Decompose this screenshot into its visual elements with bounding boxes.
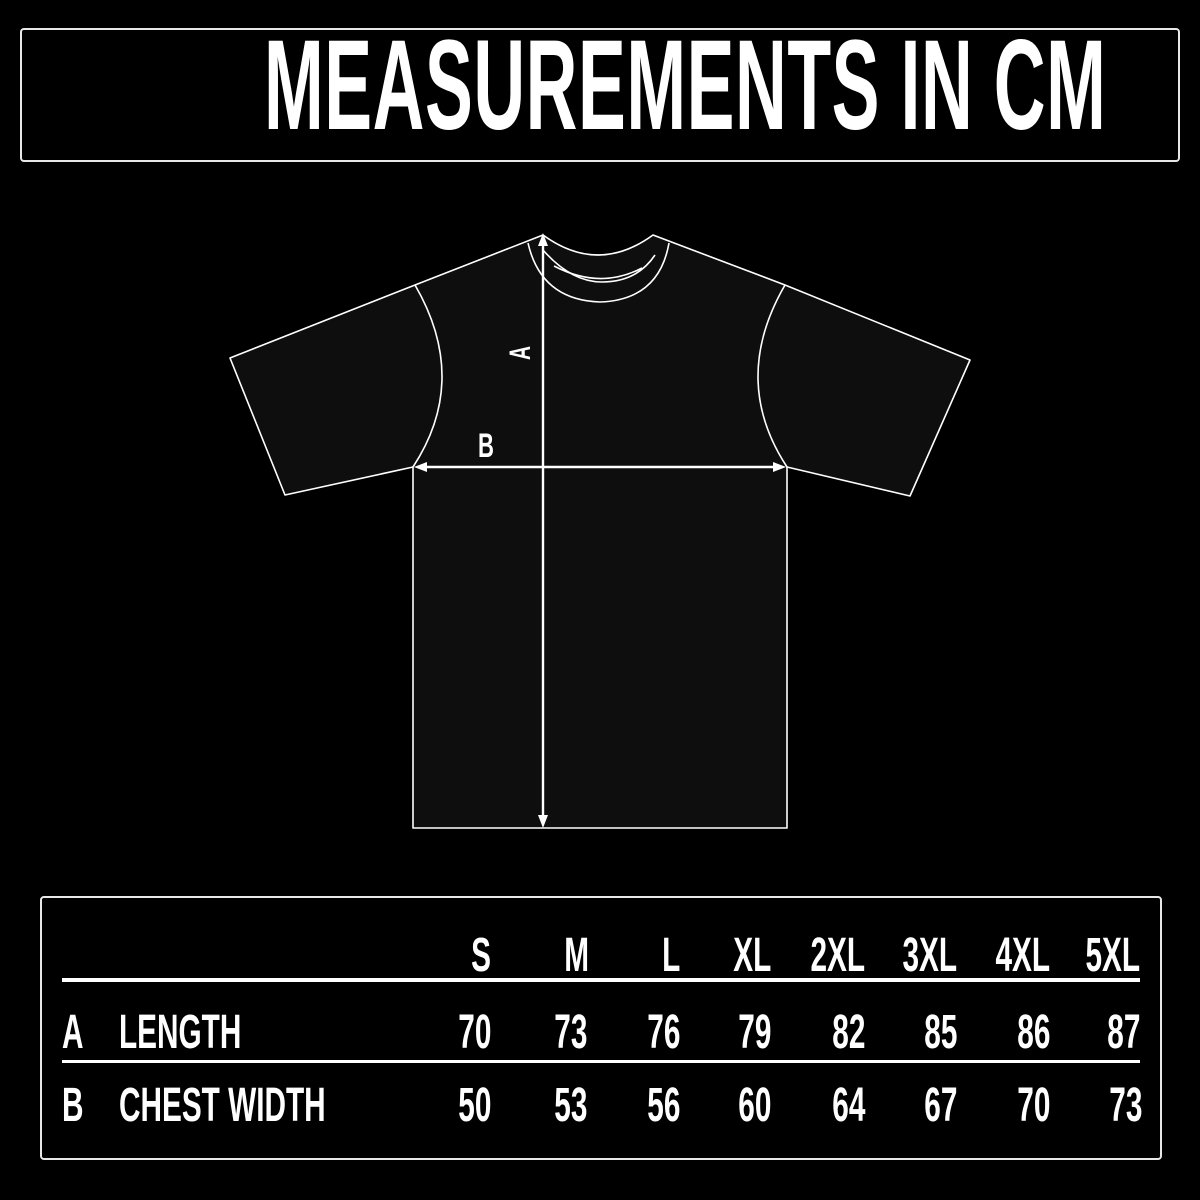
size-header: M [564, 929, 589, 982]
right-sleeve-seam [757, 284, 788, 468]
row-divider [62, 1060, 1140, 1063]
size-header: S [471, 929, 491, 982]
size-header: L [661, 929, 680, 982]
row-key: B [62, 1079, 84, 1132]
title-box [20, 28, 1180, 162]
table-cell: 50 [457, 1079, 491, 1132]
table-cell: 70 [1016, 1079, 1050, 1132]
table-cell: 87 [1106, 1006, 1140, 1059]
chest-arrow-head-right [773, 462, 786, 472]
collar-outer [527, 242, 670, 303]
table-cell: 79 [737, 1006, 771, 1059]
length-arrow-head-bottom [538, 815, 548, 828]
label-b: B [478, 427, 494, 465]
table-cell: 64 [831, 1079, 865, 1132]
header-divider [62, 978, 1140, 982]
size-header: XL [732, 929, 771, 982]
row-label: LENGTH [119, 1006, 242, 1059]
size-header: 5XL [1085, 929, 1140, 982]
table-cell: 56 [646, 1079, 680, 1132]
collar-inner [542, 249, 656, 283]
size-table [40, 896, 1162, 1160]
size-header: 3XL [902, 929, 957, 982]
row-key: A [62, 1006, 84, 1059]
left-sleeve-seam [412, 284, 443, 468]
table-cell: 73 [553, 1006, 587, 1059]
table-cell: 82 [831, 1006, 865, 1059]
size-header: 2XL [810, 929, 865, 982]
chest-arrow-head-left [414, 462, 427, 472]
table-cell: 53 [553, 1079, 587, 1132]
table-cell: 67 [923, 1079, 957, 1132]
table-cell: 85 [923, 1006, 957, 1059]
table-cell: 76 [646, 1006, 680, 1059]
shirt-body [229, 234, 971, 829]
size-header: 4XL [995, 929, 1050, 982]
row-label: CHEST WIDTH [119, 1079, 326, 1132]
table-cell: 73 [1108, 1079, 1142, 1132]
label-a: A [504, 346, 537, 360]
table-cell: 70 [457, 1006, 491, 1059]
collar-line [553, 265, 643, 280]
table-cell: 60 [737, 1079, 771, 1132]
table-cell: 86 [1016, 1006, 1050, 1059]
length-arrow-head-top [538, 233, 548, 246]
